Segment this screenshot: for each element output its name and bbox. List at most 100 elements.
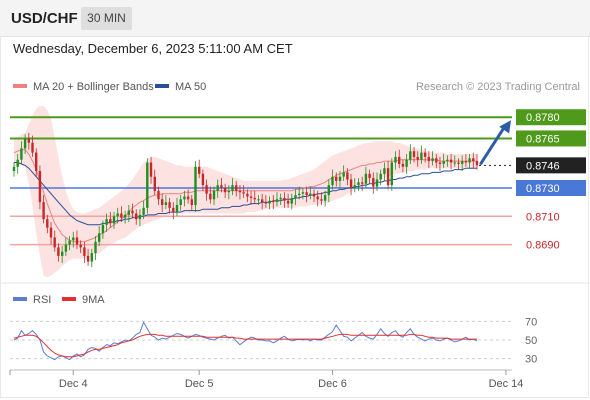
- candle-body: [435, 158, 438, 163]
- candle-body: [305, 192, 308, 195]
- candle-body: [461, 161, 464, 164]
- candle-body: [286, 200, 290, 204]
- level-box-0.8765: [516, 130, 586, 147]
- candle-body: [309, 193, 312, 196]
- candle-body: [431, 158, 434, 162]
- candle-body: [464, 161, 468, 163]
- candle-body: [94, 241, 97, 254]
- timeframe-button[interactable]: 30 MIN: [81, 7, 132, 30]
- candle-body: [61, 251, 64, 256]
- candle-body: [294, 195, 297, 198]
- candle-body: [161, 199, 164, 205]
- ma20-legend-label: MA 20 + Bollinger Bands: [33, 81, 154, 93]
- candle-body: [172, 207, 175, 212]
- candle-body: [83, 247, 86, 256]
- ma50-legend-swatch: [155, 84, 169, 88]
- candle-body: [349, 179, 353, 188]
- candle-body: [146, 162, 149, 208]
- candle-body: [394, 156, 397, 163]
- candle-body: [57, 247, 60, 256]
- level-label-0.8710: 0.8710: [526, 211, 560, 223]
- candle-body: [149, 162, 153, 177]
- candle-body: [290, 197, 293, 204]
- candle-body: [472, 158, 475, 162]
- candle-body: [279, 197, 282, 200]
- candle-body: [201, 173, 205, 186]
- candle-body: [449, 159, 453, 163]
- candle-body: [457, 162, 460, 164]
- candle-body: [383, 168, 386, 174]
- candle-body: [342, 172, 345, 177]
- candle-body: [75, 237, 79, 245]
- candle-body: [468, 158, 471, 163]
- candle-body: [257, 199, 260, 201]
- candle-body: [364, 173, 368, 184]
- ma50-legend-label: MA 50: [175, 81, 206, 93]
- candle-body: [353, 185, 356, 188]
- candle-body: [405, 159, 408, 167]
- candle-body: [31, 142, 34, 153]
- candle-body: [64, 244, 68, 252]
- candle-body: [205, 185, 208, 194]
- candle-body: [186, 196, 190, 200]
- candle-body: [157, 190, 160, 200]
- candle-body: [209, 193, 212, 200]
- ma20-legend-swatch: [13, 84, 27, 88]
- rsi-legend-label: RSI: [33, 294, 51, 306]
- candle-body: [16, 159, 19, 167]
- candle-body: [268, 200, 271, 204]
- rsi-ma-line: [13, 333, 477, 358]
- candle-body: [357, 182, 360, 186]
- candle-body: [198, 166, 201, 174]
- x-tick-label: Dec 6: [318, 378, 347, 390]
- level-box-0.8730: [516, 180, 586, 196]
- candle-body: [216, 185, 219, 191]
- candle-body: [227, 190, 230, 193]
- rsi-ma-legend-swatch: [62, 297, 76, 301]
- level-label-0.8730: 0.8730: [526, 183, 560, 195]
- candle-body: [416, 156, 419, 160]
- candle-body: [194, 166, 197, 205]
- candle-body: [131, 210, 134, 214]
- candle-body: [249, 196, 253, 198]
- symbol-title: USD/CHF: [11, 10, 78, 27]
- candle-body: [372, 178, 375, 187]
- candle-body: [46, 219, 49, 228]
- candle-body: [301, 192, 305, 194]
- candle-body: [264, 202, 268, 204]
- candle-body: [242, 192, 245, 194]
- candle-body: [323, 195, 327, 201]
- candle-body: [253, 197, 256, 200]
- rsi-legend-swatch: [13, 297, 27, 301]
- candle-body: [312, 193, 316, 197]
- candle-body: [23, 138, 27, 149]
- candle-body: [38, 171, 42, 203]
- candle-body: [190, 199, 193, 205]
- candle-body: [164, 202, 168, 205]
- candle-body: [379, 173, 382, 180]
- x-tick-label: Dec 4: [59, 378, 88, 390]
- candle-body: [120, 213, 123, 218]
- level-box-0.8780: [516, 109, 586, 126]
- candle-body: [112, 216, 116, 224]
- candle-body: [453, 162, 456, 164]
- level-label-0.8780: 0.8780: [526, 112, 560, 124]
- candle-body: [238, 190, 242, 193]
- candle-body: [49, 227, 53, 238]
- rsi-ma-legend-label: 9MA: [82, 294, 105, 306]
- candle-body: [90, 253, 93, 262]
- candle-body: [105, 219, 108, 225]
- candle-body: [409, 151, 412, 160]
- candle-body: [42, 202, 45, 220]
- level-label-0.8690: 0.8690: [526, 240, 560, 252]
- candle-body: [275, 199, 279, 203]
- candle-body: [98, 233, 101, 242]
- candle-body: [86, 255, 90, 262]
- candle-body: [316, 196, 319, 200]
- candle-body: [168, 202, 171, 208]
- candle-body: [320, 199, 323, 201]
- ma50-line: [14, 162, 477, 226]
- rsi-tick-label-50: 50: [525, 335, 537, 347]
- candle-body: [283, 197, 286, 201]
